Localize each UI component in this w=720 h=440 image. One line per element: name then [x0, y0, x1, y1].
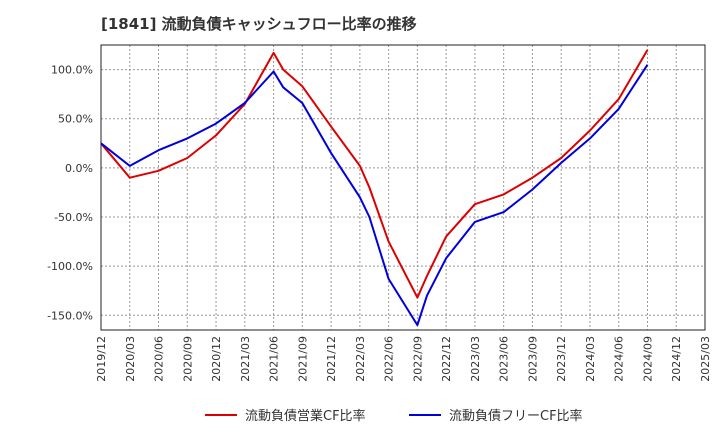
y-tick-label: -150.0% — [47, 309, 93, 322]
x-tick-label: 2023/03 — [469, 336, 482, 382]
y-tick-label: 0.0% — [65, 162, 93, 175]
x-tick-label: 2022/06 — [383, 336, 396, 382]
x-tick-label: 2024/09 — [641, 336, 654, 382]
x-tick-label: 2024/06 — [613, 336, 626, 382]
y-tick-label: -100.0% — [47, 260, 93, 273]
series-line-1 — [100, 49, 649, 299]
chart-title: [1841] 流動負債キャッシュフロー比率の推移 — [101, 15, 417, 33]
x-tick-label: 2023/12 — [555, 336, 568, 382]
x-tick-label: 2019/12 — [95, 336, 108, 382]
x-tick-label: 2024/12 — [670, 336, 683, 382]
x-tick-label: 2021/03 — [239, 336, 252, 382]
legend-label-1: 流動負債営業CF比率 — [245, 408, 366, 424]
y-tick-label: 100.0% — [51, 64, 93, 77]
x-tick-label: 2025/03 — [699, 336, 712, 382]
x-tick-label: 2022/03 — [354, 336, 367, 382]
x-tick-label: 2020/03 — [124, 336, 137, 382]
y-tick-label: 50.0% — [58, 113, 93, 126]
x-tick-label: 2020/09 — [181, 336, 194, 382]
x-tick-label: 2023/06 — [498, 336, 511, 382]
x-tick-label: 2022/12 — [440, 336, 453, 382]
x-tick-label: 2020/12 — [210, 336, 223, 382]
y-tick-label: -50.0% — [54, 211, 93, 224]
x-tick-label: 2024/03 — [584, 336, 597, 382]
legend-label-2: 流動負債フリーCF比率 — [449, 408, 583, 424]
x-tick-label: 2023/09 — [526, 336, 539, 382]
x-tick-label: 2021/09 — [296, 336, 309, 382]
x-tick-label: 2022/09 — [411, 336, 424, 382]
x-tick-label: 2021/06 — [268, 336, 281, 382]
plot-area — [100, 44, 706, 331]
series-line-2 — [100, 64, 649, 327]
x-tick-label: 2021/12 — [325, 336, 338, 382]
x-tick-label: 2020/06 — [153, 336, 166, 382]
